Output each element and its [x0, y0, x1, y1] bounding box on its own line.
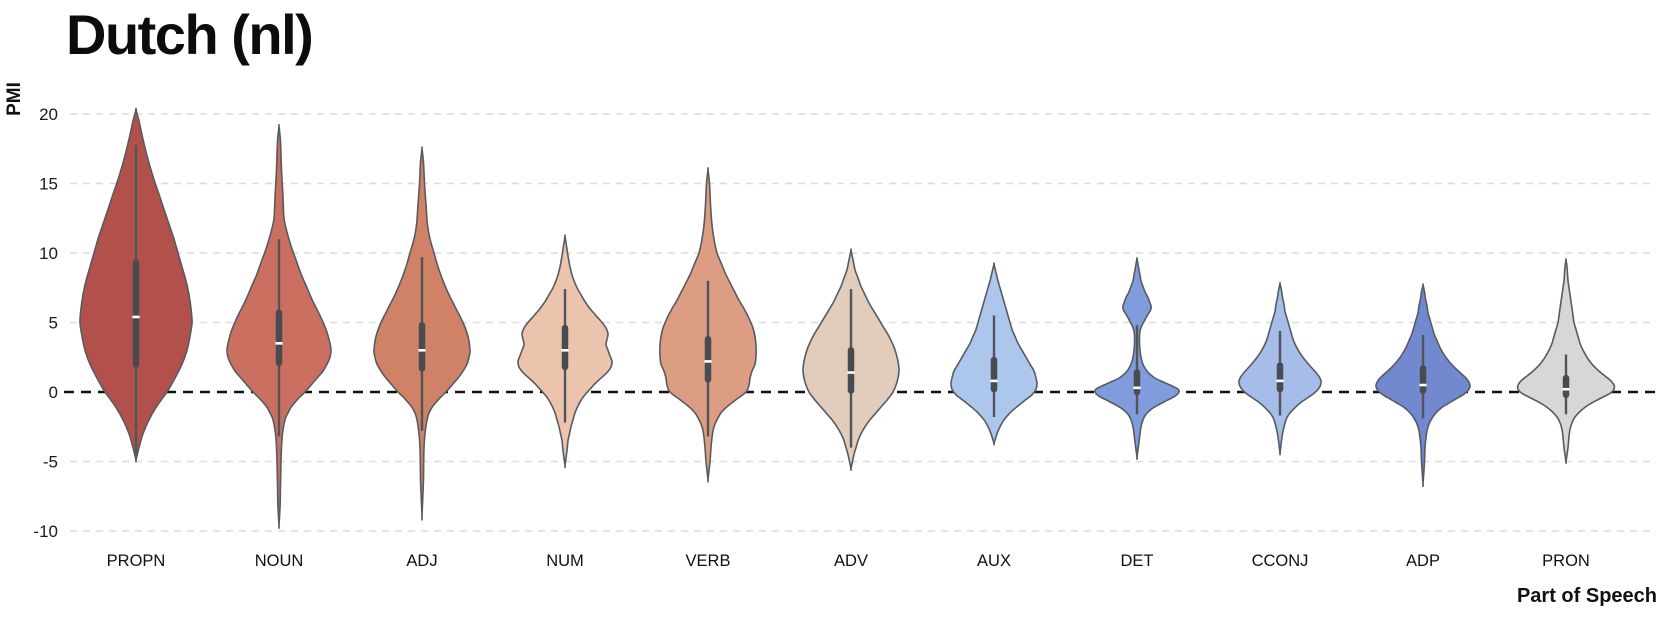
violin-verb	[659, 167, 757, 483]
chart-title: Dutch (nl)	[66, 3, 314, 66]
violin-det	[1094, 257, 1180, 461]
x-tick-pron: PRON	[1542, 552, 1590, 570]
x-tick-adp: ADP	[1406, 552, 1440, 570]
y-tick-20: 20	[39, 105, 58, 124]
violin-aux	[950, 262, 1038, 446]
x-tick-det: DET	[1121, 552, 1154, 570]
y-tick-10: 10	[39, 244, 58, 263]
x-tick-adj: ADJ	[406, 552, 437, 570]
violin-cconj	[1238, 281, 1322, 456]
violin-adp	[1375, 283, 1471, 488]
x-tick-cconj: CCONJ	[1252, 552, 1309, 570]
violin-propn	[79, 107, 193, 463]
y-tick-0: 0	[49, 383, 58, 402]
violin-num	[517, 234, 613, 469]
y-tick--10: -10	[33, 522, 58, 541]
x-axis-label: Part of Speech	[1516, 585, 1657, 607]
violin-adj	[373, 146, 471, 521]
y-tick--5: -5	[43, 453, 58, 472]
violin-noun	[226, 123, 332, 529]
x-tick-noun: NOUN	[255, 552, 304, 570]
x-tick-aux: AUX	[977, 552, 1011, 570]
violin-adv	[802, 248, 900, 472]
x-tick-verb: VERB	[686, 552, 731, 570]
y-tick-15: 15	[39, 175, 58, 194]
violin-pron	[1516, 258, 1616, 465]
x-tick-adv: ADV	[834, 552, 868, 570]
x-tick-num: NUM	[546, 552, 584, 570]
y-tick-5: 5	[49, 314, 58, 333]
x-tick-propn: PROPN	[107, 552, 166, 570]
